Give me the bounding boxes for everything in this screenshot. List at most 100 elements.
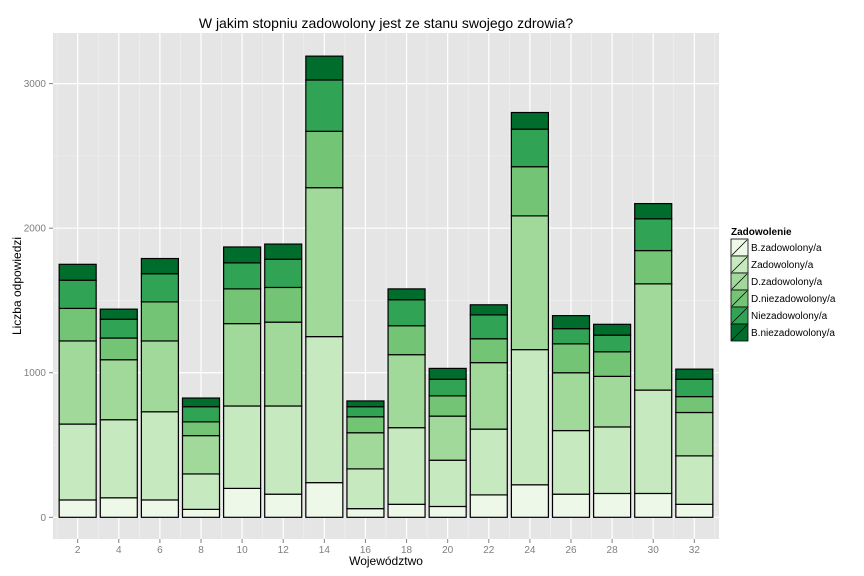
bar-segment: [551, 315, 591, 330]
x-tick-label: 2: [75, 545, 81, 556]
x-axis-ticks: 2 4 6 8 10 12 14 16 18 20 22 24 26 28 30 32: [75, 539, 700, 556]
bar-segment: [264, 243, 303, 260]
bar-segment: [346, 406, 385, 418]
x-tick-label: 20: [442, 545, 454, 556]
bar-segment: [469, 428, 508, 496]
x-tick-label: 14: [319, 545, 331, 556]
bar-segment: [346, 468, 385, 510]
bar-segment: [510, 166, 549, 217]
legend-swatch-slash: [731, 239, 748, 256]
bar-segment: [223, 487, 262, 518]
bar-segment: [58, 279, 97, 310]
x-tick-label: 12: [278, 545, 290, 556]
bar-segment: [428, 367, 467, 380]
bar-segment: [675, 455, 714, 505]
bar-segment: [181, 406, 221, 423]
bar-segment: [675, 411, 714, 457]
bar-segment: [593, 375, 632, 428]
bar-segment: [510, 484, 549, 518]
bar-segment: [387, 288, 426, 301]
bar-segment: [593, 492, 632, 518]
bar-segment: [305, 79, 344, 132]
y-tick-label: 1000: [24, 368, 47, 379]
x-tick-label: 26: [565, 545, 577, 556]
bar-segment: [140, 257, 179, 275]
bar-segment: [510, 349, 549, 486]
bar-segment: [469, 362, 508, 430]
bar-segment: [264, 493, 303, 518]
bar-segment: [58, 340, 97, 425]
bar-segment: [58, 307, 97, 342]
bar-segment: [181, 473, 221, 510]
bar-segment: [346, 400, 385, 408]
bar-segment: [58, 423, 97, 501]
x-tick-label: 30: [648, 545, 660, 556]
legend-label: B.zadowolony/a: [751, 243, 822, 254]
bar-segment: [510, 215, 549, 351]
bar-segment: [223, 262, 262, 290]
y-tick-label: 0: [40, 513, 46, 524]
bar-segment: [264, 258, 303, 289]
x-tick-label: 4: [116, 545, 122, 556]
bar-segment: [634, 389, 673, 495]
bar-segment: [634, 249, 673, 285]
x-tick-label: 22: [483, 545, 495, 556]
bar-segment: [387, 427, 426, 505]
bar-segment: [469, 314, 508, 340]
legend-swatch-slash: [731, 290, 748, 307]
bar-segment: [469, 304, 508, 316]
bar-segment: [140, 273, 179, 303]
legend-label: D.zadowolony/a: [751, 277, 823, 288]
bar-segment: [634, 202, 673, 220]
y-tick-label: 3000: [24, 79, 47, 90]
x-tick-label: 10: [237, 545, 249, 556]
bar-segment: [675, 368, 714, 380]
bar-segment: [99, 497, 138, 518]
bar-segment: [181, 397, 221, 408]
x-tick-label: 18: [401, 545, 413, 556]
y-axis-ticks: 0 1000 2000 3000: [24, 79, 53, 524]
y-axis-title: Liczba odpowiedzi: [10, 237, 24, 335]
bar-segment: [264, 405, 303, 495]
x-tick-label: 8: [198, 545, 204, 556]
bar-segment: [387, 299, 426, 327]
bar-segment: [593, 351, 632, 377]
bar-segment: [428, 415, 467, 461]
bar-segment: [264, 321, 303, 407]
legend-items: B.zadowolony/a Zadowolony/a D.zadowolony/a…: [730, 238, 836, 342]
bar-segment: [387, 503, 426, 518]
x-tick-label: 16: [360, 545, 372, 556]
x-tick-label: 24: [524, 545, 536, 556]
bar-segment: [551, 493, 591, 518]
bar-segment: [140, 301, 179, 342]
bar-segment: [140, 499, 179, 518]
legend-label: B.niezadowolony/a: [751, 328, 835, 339]
bar-segment: [305, 336, 344, 484]
legend-swatch-slash: [731, 273, 748, 290]
bar-segment: [223, 246, 262, 264]
x-axis-title: Województwo: [349, 554, 423, 568]
legend-title: Zadowolenie: [731, 227, 792, 238]
bar-segment: [181, 421, 221, 437]
legend-swatch-slash: [731, 324, 748, 341]
bar-segment: [99, 308, 138, 320]
bar-segment: [675, 378, 714, 398]
bar-segment: [223, 405, 262, 490]
legend-label: D.niezadowolony/a: [751, 294, 836, 305]
bar-segment: [469, 338, 508, 364]
bar-segment: [551, 372, 591, 432]
bar-segment: [593, 426, 632, 495]
bar-segment: [264, 286, 303, 323]
bar-segment: [551, 328, 591, 345]
bar-segment: [305, 130, 344, 189]
legend-label: Niezadowolony/a: [751, 311, 828, 322]
bar-segment: [99, 359, 138, 421]
bar-segment: [675, 395, 714, 414]
legend-swatch-slash: [731, 307, 748, 324]
bar-segment: [58, 499, 97, 518]
x-tick-label: 32: [689, 545, 701, 556]
bar-segment: [634, 218, 673, 252]
bar-segment: [140, 340, 179, 413]
bar-segment: [305, 482, 344, 518]
